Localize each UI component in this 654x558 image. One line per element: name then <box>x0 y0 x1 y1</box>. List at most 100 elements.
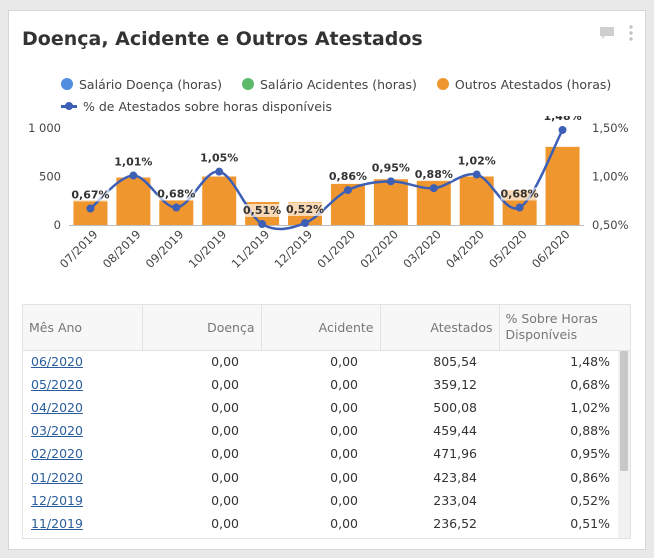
cell-mes-ano[interactable]: 03/2020 <box>23 419 142 442</box>
line-point <box>172 203 181 212</box>
bar <box>373 179 408 225</box>
kebab-menu-icon[interactable] <box>629 25 633 41</box>
table-cell: 0,00 <box>211 515 239 531</box>
column-header-acidente[interactable]: Acidente <box>261 305 381 351</box>
data-table: Mês Ano Doença Acidente Atestados % Sobr… <box>22 304 631 539</box>
table-cell: 0,86% <box>570 469 610 485</box>
table-cell: 359,12 <box>433 377 477 393</box>
line-point <box>515 203 524 212</box>
table-cell: 0,00 <box>330 446 358 462</box>
table-row: 04/2020 0,00 0,00 500,08 1,02% <box>23 396 630 419</box>
month-link[interactable]: 02/2020 <box>31 446 83 462</box>
x-tick-label: 07/2019 <box>57 227 101 271</box>
legend-item-salario-acidentes[interactable]: Salário Acidentes (horas) <box>242 77 417 92</box>
line-point <box>386 177 395 186</box>
data-label-bg <box>200 151 239 165</box>
table-cell: 0,00 <box>330 400 358 416</box>
legend-label: Salário Acidentes (horas) <box>260 76 417 92</box>
comment-icon[interactable] <box>599 26 615 41</box>
bar <box>545 146 580 225</box>
widget-card: Doença, Acidente e Outros Atestados Salá… <box>8 10 646 550</box>
line-point <box>215 167 224 176</box>
legend-dot-icon <box>436 78 449 90</box>
chart-legend: Salário Doença (horas) Salário Acidentes… <box>61 73 631 117</box>
y-left-tick-label: 1 000 <box>28 121 61 135</box>
data-label-bg <box>543 116 582 123</box>
line-point <box>472 170 481 179</box>
bar <box>116 177 151 225</box>
cell-mes-ano[interactable]: 11/2019 <box>23 512 142 535</box>
table-cell: 0,00 <box>211 377 239 393</box>
month-link[interactable]: 05/2020 <box>31 377 83 393</box>
data-label: 0,86% <box>329 170 367 183</box>
table-cell: 0,00 <box>211 423 239 439</box>
table-row: 02/2020 0,00 0,00 471,96 0,95% <box>23 442 630 465</box>
table-cell: 0,00 <box>211 354 239 370</box>
month-link[interactable]: 03/2020 <box>31 423 83 439</box>
data-label: 1,02% <box>458 155 496 168</box>
month-link[interactable]: 11/2019 <box>31 515 83 531</box>
bar <box>73 200 108 225</box>
table-cell: 0,51% <box>570 515 610 531</box>
data-label-bg <box>414 168 453 182</box>
x-tick-label: 01/2020 <box>314 227 358 271</box>
scrollbar-thumb[interactable] <box>620 351 628 471</box>
legend-dot-icon <box>61 78 73 90</box>
data-label: 0,68% <box>501 188 539 201</box>
table-row: 03/2020 0,00 0,00 459,44 0,88% <box>23 419 630 442</box>
y-right-tick-label: 1,00% <box>592 170 629 184</box>
data-label: 0,95% <box>372 161 410 174</box>
line-point <box>429 184 438 193</box>
column-header-percentual[interactable]: % Sobre Horas Disponíveis <box>499 305 630 351</box>
data-label-bg <box>500 187 539 201</box>
data-label: 0,52% <box>286 203 324 216</box>
month-link[interactable]: 01/2020 <box>31 469 83 485</box>
x-tick-label: 11/2019 <box>229 227 273 271</box>
line-point <box>258 220 267 229</box>
line-point <box>129 171 138 180</box>
data-label: 1,48% <box>543 116 581 123</box>
legend-label: Salário Doença (horas) <box>79 76 222 92</box>
data-label-bg <box>457 154 496 168</box>
column-header-mes-ano[interactable]: Mês Ano <box>23 305 143 351</box>
legend-line-icon <box>61 100 77 112</box>
table-scrollbar[interactable] <box>618 351 630 538</box>
data-label-bg <box>243 204 282 218</box>
table-row: 01/2020 0,00 0,00 423,84 0,86% <box>23 465 630 488</box>
line-point <box>301 219 310 228</box>
month-link[interactable]: 12/2019 <box>31 492 83 508</box>
table-cell: 459,44 <box>433 423 477 439</box>
legend-item-salario-doenca[interactable]: Salário Doença (horas) <box>61 77 222 92</box>
cell-mes-ano[interactable]: 01/2020 <box>23 465 142 488</box>
data-label: 0,68% <box>157 188 195 201</box>
data-label-bg <box>371 161 410 175</box>
cell-mes-ano[interactable]: 12/2019 <box>23 489 142 512</box>
data-label-bg <box>114 155 153 169</box>
table-cell: 0,95% <box>570 446 610 462</box>
column-header-doenca[interactable]: Doença <box>142 305 262 351</box>
x-tick-label: 04/2020 <box>443 227 487 271</box>
cell-mes-ano[interactable]: 05/2020 <box>23 373 142 396</box>
table-cell: 805,54 <box>433 354 477 370</box>
legend-label: % de Atestados sobre horas disponíveis <box>83 98 332 114</box>
cell-mes-ano[interactable]: 06/2020 <box>23 350 142 373</box>
data-label-bg <box>328 170 367 184</box>
table-cell: 0,00 <box>211 492 239 508</box>
bar <box>202 176 237 225</box>
cell-mes-ano[interactable]: 04/2020 <box>23 396 142 419</box>
legend-item-outros-atestados[interactable]: Outros Atestados (horas) <box>436 76 612 92</box>
legend-item-percentual[interactable]: % de Atestados sobre horas disponíveis <box>61 99 332 114</box>
month-link[interactable]: 06/2020 <box>31 354 83 370</box>
table-cell: 0,88% <box>570 423 610 439</box>
x-tick-label: 09/2019 <box>143 227 187 271</box>
cell-mes-ano[interactable]: 02/2020 <box>23 442 142 465</box>
table-cell: 423,84 <box>433 469 477 485</box>
widget-header-actions <box>599 25 633 41</box>
y-right-tick-label: 0,50% <box>592 218 629 232</box>
x-tick-label: 02/2020 <box>357 227 401 271</box>
month-link[interactable]: 04/2020 <box>31 400 83 416</box>
table-row: 05/2020 0,00 0,00 359,12 0,68% <box>23 373 630 396</box>
legend-label: Outros Atestados (horas) <box>454 76 612 92</box>
table-cell: 0,00 <box>211 446 239 462</box>
column-header-atestados[interactable]: Atestados <box>380 305 500 351</box>
